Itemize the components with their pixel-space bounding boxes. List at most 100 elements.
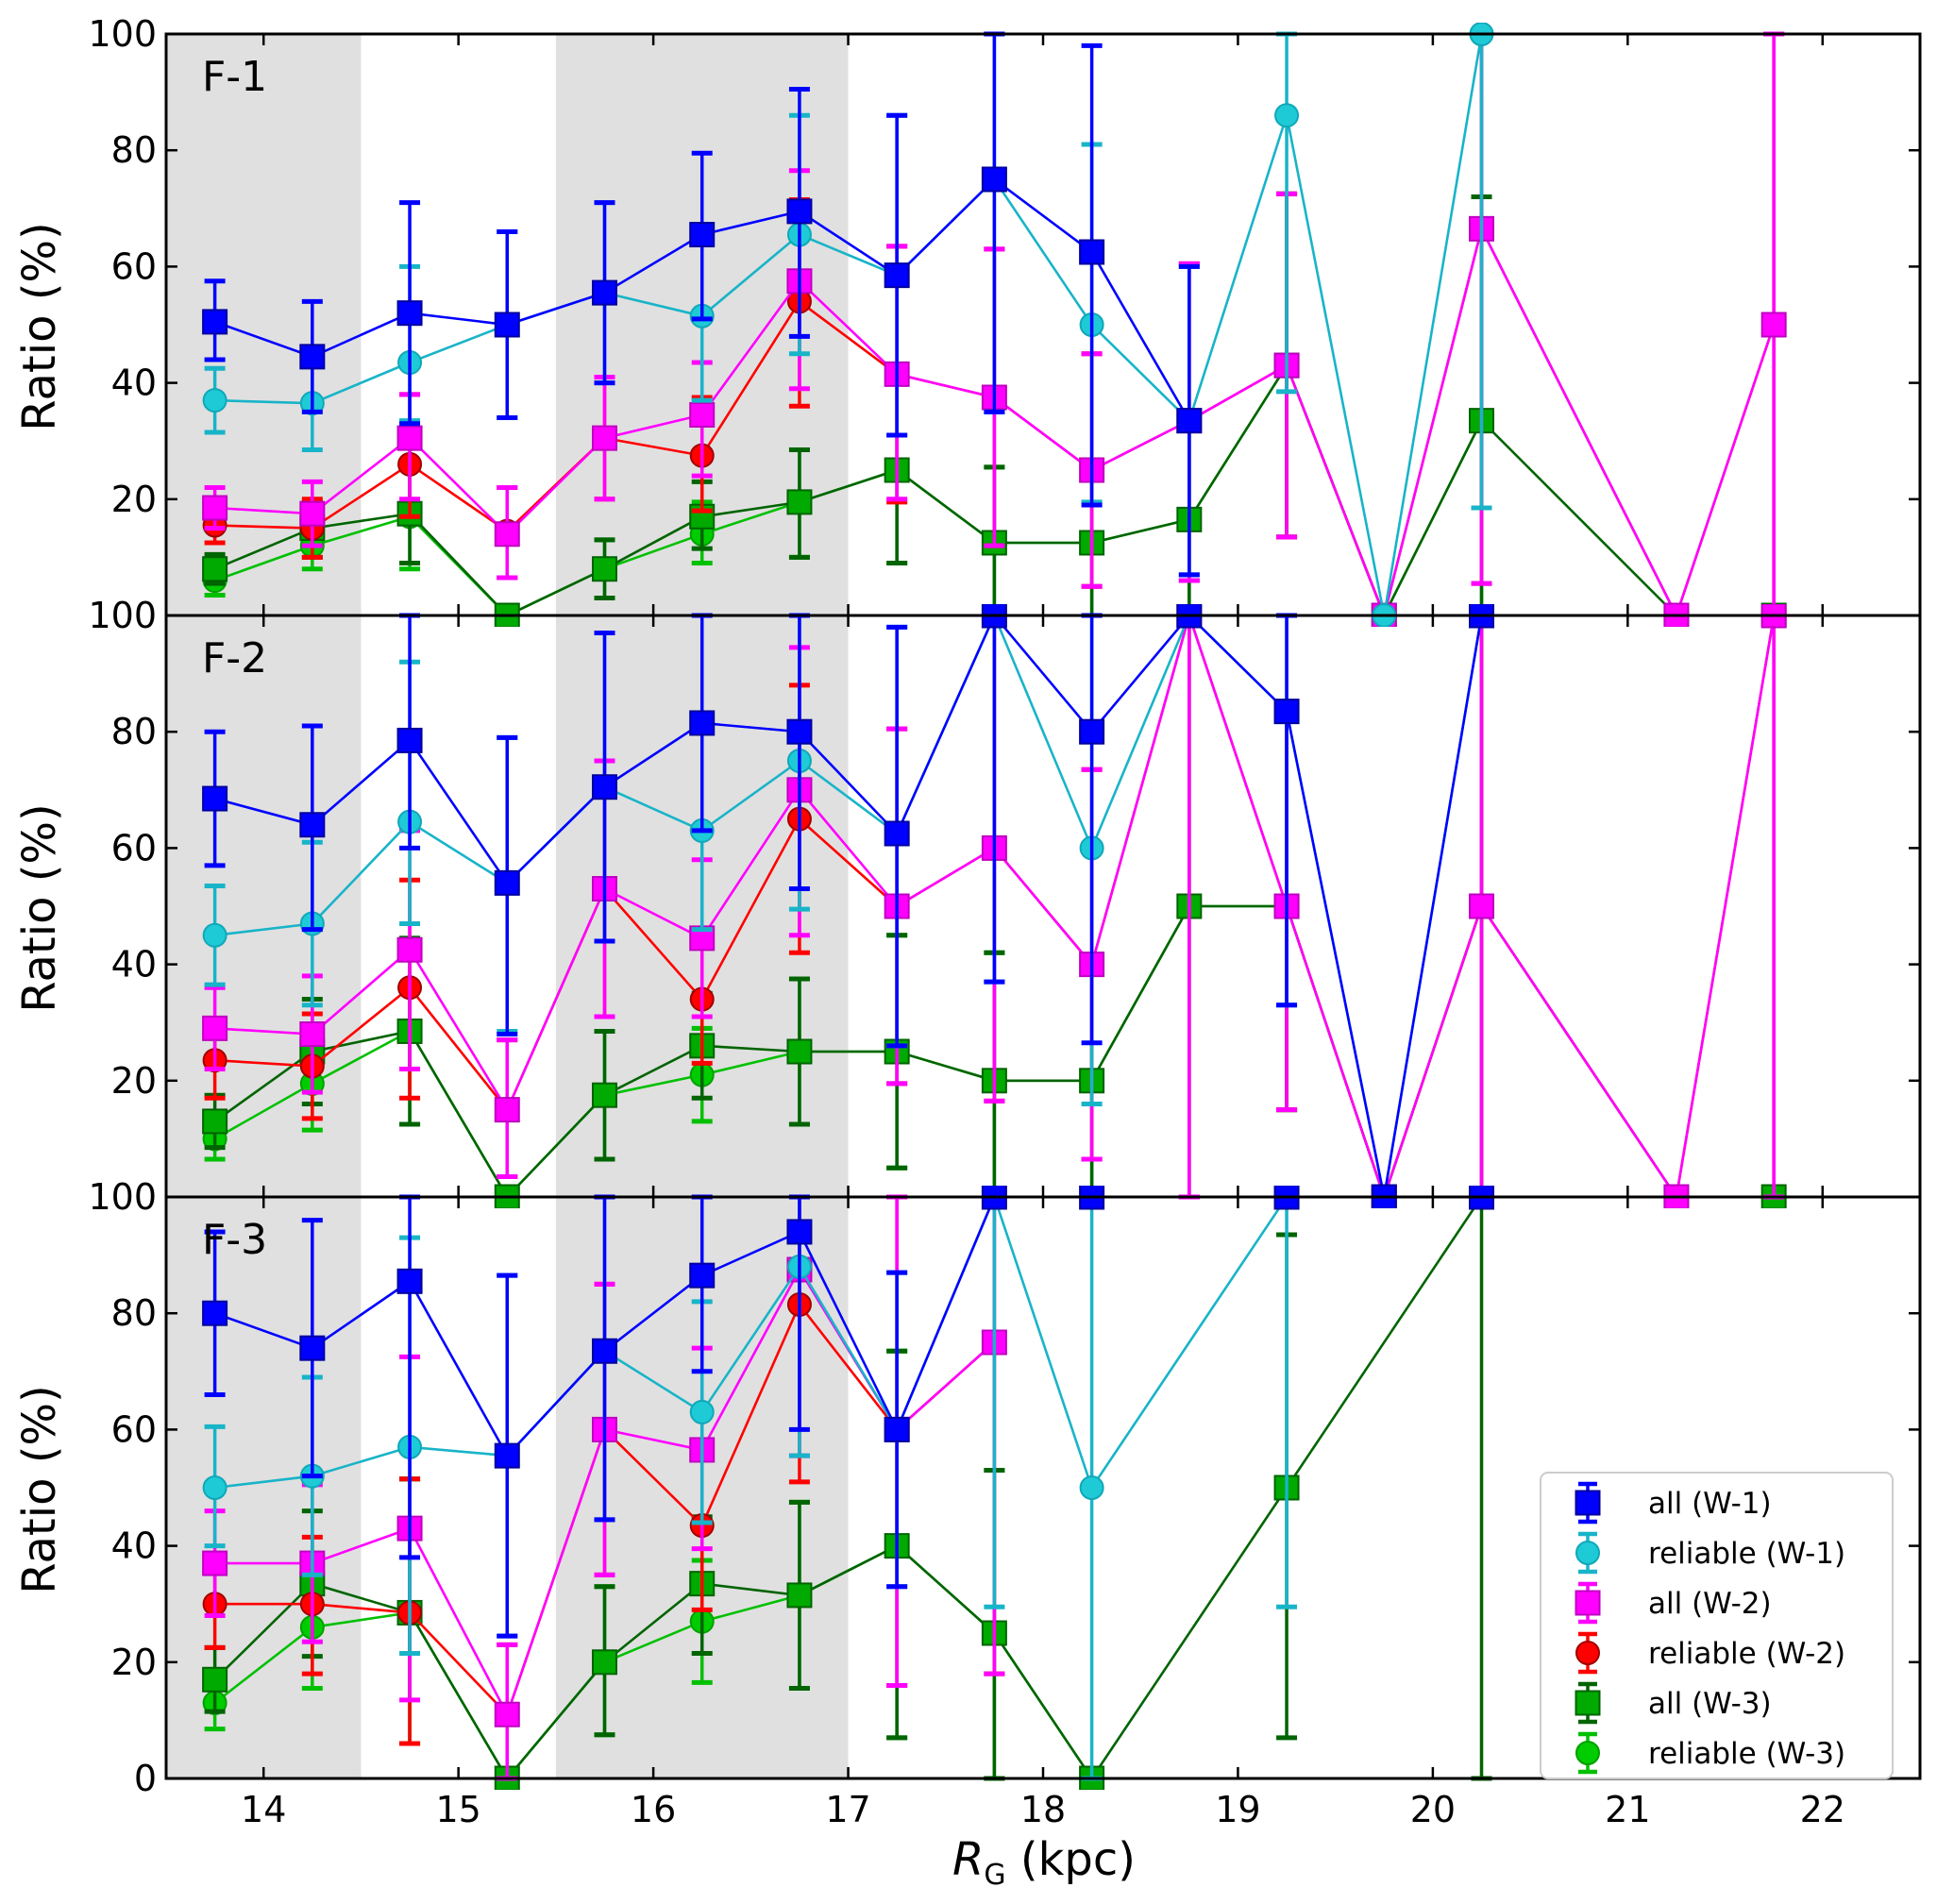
data-point [689, 222, 716, 248]
data-point [494, 312, 520, 338]
data-point [1079, 1475, 1104, 1500]
legend-label: reliable (W-3) [1648, 1737, 1845, 1771]
data-point [299, 1021, 326, 1048]
data-point [884, 1416, 910, 1442]
data-point [592, 1649, 617, 1676]
x-axis-title-subscript: G [984, 1859, 1005, 1892]
data-point [786, 1038, 813, 1065]
data-point [396, 300, 423, 327]
x-tick-label: 19 [1215, 1789, 1260, 1830]
legend: all (W-1) reliable (W-1) all (W-2) reliable… [1540, 1472, 1894, 1779]
data-point [592, 556, 617, 582]
y-axis-title-panel-1: Ratio (%) [13, 222, 66, 431]
x-axis-title-symbol: R [952, 1833, 984, 1886]
data-point [494, 521, 520, 548]
data-point [1079, 718, 1105, 745]
legend-marker [1575, 1741, 1600, 1765]
y-tick-label: 20 [111, 1060, 157, 1102]
data-point [884, 820, 910, 847]
y-tick-label: 40 [111, 362, 157, 404]
panel-label-1: F-1 [202, 53, 267, 101]
x-tick-label: 22 [1800, 1789, 1845, 1830]
x-tick-label: 15 [435, 1789, 480, 1830]
x-tick-label: 16 [631, 1789, 676, 1830]
data-point [592, 1338, 617, 1364]
shaded-region-3-1 [166, 1197, 362, 1778]
panel-label-2: F-2 [202, 634, 267, 682]
data-point [494, 1701, 520, 1727]
series-line-rel_w1 [214, 33, 1483, 616]
series-line-all_w3 [214, 362, 1775, 619]
legend-item-all_w3: all (W-3) [1575, 1681, 1772, 1725]
tick-labels: 20 40 60 80 100 F-1 20 40 60 80 100 F-2 0 20 40 60 80 100… [88, 13, 1844, 1830]
data-point [202, 785, 228, 812]
legend-label: all (W-2) [1648, 1587, 1772, 1621]
data-point [1469, 893, 1494, 919]
data-point [396, 425, 423, 451]
y-tick-label: 100 [88, 1176, 157, 1218]
series-line-all_w2 [214, 611, 1776, 1202]
axes-frames [164, 32, 1922, 1780]
series-all_w1-panel-1 [202, 31, 1203, 578]
legend-marker [1575, 1641, 1600, 1665]
x-tick-label: 18 [1020, 1789, 1066, 1830]
data-point [202, 1108, 228, 1135]
y-tick-label: 40 [111, 1525, 157, 1567]
y-tick-label: 60 [111, 827, 157, 868]
panel-3-data [202, 1186, 1494, 1790]
y-axis-title-panel-2: Ratio (%) [13, 803, 66, 1013]
panel-1-frame [164, 32, 1922, 617]
y-tick-label: 40 [111, 944, 157, 986]
legend-marker [1575, 1541, 1600, 1565]
data-point [202, 495, 228, 521]
data-point [592, 425, 617, 451]
data-point [689, 1262, 716, 1289]
data-point [494, 1442, 520, 1469]
data-point [786, 1582, 813, 1609]
y-tick-label: 20 [111, 1642, 157, 1683]
y-tick-label: 80 [111, 711, 157, 752]
panel-label-3: F-3 [202, 1216, 267, 1264]
data-point [1176, 408, 1203, 434]
panel-2-data [202, 604, 1787, 1208]
x-axis-title: RG (kpc) [952, 1833, 1136, 1892]
data-point [396, 1268, 423, 1294]
data-point [689, 710, 716, 736]
y-tick-label: 100 [88, 595, 157, 636]
data-point [299, 344, 326, 370]
series-line-all_w2 [214, 225, 1776, 620]
data-point [494, 869, 520, 896]
series-line-rel_w1 [214, 1193, 1482, 1491]
y-tick-label: 100 [88, 13, 157, 55]
legend-label: reliable (W-2) [1648, 1637, 1845, 1671]
data-point [299, 500, 326, 527]
data-point [592, 1082, 617, 1108]
legend-marker [1575, 1490, 1601, 1516]
data-point [202, 556, 228, 582]
data-point [884, 262, 910, 289]
legend-item-rel_w1: reliable (W-1) [1575, 1531, 1845, 1575]
data-point [689, 1399, 715, 1424]
data-point [202, 1300, 228, 1326]
data-point [299, 1335, 326, 1361]
y-tick-label: 60 [111, 1408, 157, 1450]
data-point [1274, 103, 1300, 128]
legend-item-all_w2: all (W-2) [1575, 1581, 1772, 1625]
data-point [786, 1219, 813, 1245]
legend-label: all (W-3) [1648, 1687, 1772, 1721]
data-point [202, 922, 227, 948]
data-point [202, 1550, 228, 1576]
legend-label: all (W-1) [1648, 1487, 1772, 1521]
legend-box [1540, 1472, 1894, 1779]
y-tick-label: 80 [111, 1292, 157, 1334]
data-point [494, 1097, 520, 1123]
data-point [786, 198, 813, 225]
data-point [299, 812, 326, 838]
legend-label: reliable (W-1) [1648, 1537, 1845, 1571]
data-point [396, 936, 423, 963]
data-point [786, 489, 813, 515]
x-tick-label: 14 [241, 1789, 286, 1830]
panel-1-data [202, 23, 1787, 627]
series-line-all_w1 [214, 613, 1483, 1198]
data-point [689, 401, 716, 428]
